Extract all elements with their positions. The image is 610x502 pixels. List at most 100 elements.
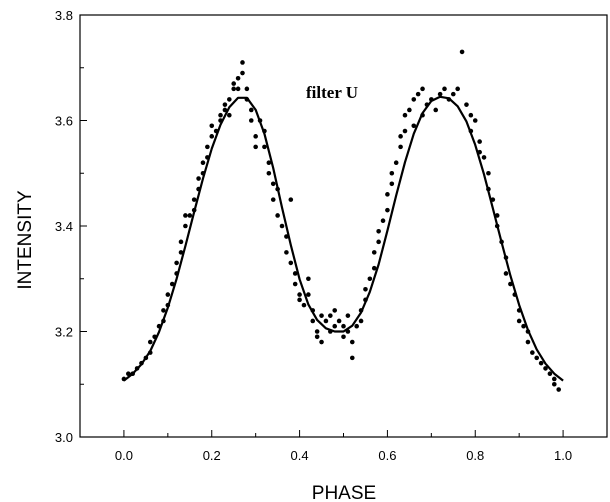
data-point bbox=[455, 86, 460, 92]
axis-ticks bbox=[79, 14, 608, 438]
data-point bbox=[284, 250, 289, 255]
data-point bbox=[363, 287, 368, 292]
data-point bbox=[349, 355, 355, 361]
data-point bbox=[178, 250, 184, 255]
data-point bbox=[306, 276, 311, 282]
filter-annotation: filter U bbox=[306, 83, 358, 102]
data-point bbox=[521, 323, 526, 329]
data-point bbox=[266, 170, 272, 176]
data-point bbox=[266, 160, 272, 165]
data-point bbox=[437, 91, 443, 97]
data-point bbox=[323, 318, 329, 324]
data-point bbox=[332, 308, 338, 313]
data-point bbox=[218, 112, 223, 118]
data-point bbox=[332, 323, 338, 329]
data-point bbox=[306, 292, 311, 297]
data-point bbox=[393, 160, 399, 165]
data-point bbox=[178, 239, 184, 245]
data-point bbox=[543, 366, 548, 371]
data-point bbox=[336, 318, 342, 324]
data-point bbox=[420, 86, 425, 92]
data-point bbox=[433, 107, 439, 113]
data-point bbox=[376, 228, 381, 234]
data-point bbox=[450, 91, 456, 97]
data-point bbox=[389, 170, 395, 176]
data-point bbox=[319, 313, 324, 318]
data-point bbox=[165, 292, 171, 297]
x-tick-label: 1.0 bbox=[554, 448, 572, 463]
data-point bbox=[341, 323, 346, 329]
data-point bbox=[415, 91, 421, 97]
data-point bbox=[183, 213, 188, 218]
data-point bbox=[402, 112, 408, 118]
data-point bbox=[253, 144, 258, 150]
data-point bbox=[349, 339, 355, 345]
data-point bbox=[534, 355, 540, 361]
data-point bbox=[297, 297, 302, 303]
data-point bbox=[464, 102, 469, 107]
data-point bbox=[235, 76, 241, 81]
data-point bbox=[187, 213, 193, 218]
data-point bbox=[270, 181, 276, 187]
data-point bbox=[345, 313, 351, 318]
data-point bbox=[552, 381, 557, 387]
data-point bbox=[376, 239, 381, 245]
data-point bbox=[227, 97, 232, 102]
data-point bbox=[161, 308, 166, 313]
y-tick-label: 3.2 bbox=[55, 325, 73, 340]
y-tick-label: 3.0 bbox=[55, 430, 73, 445]
data-point bbox=[552, 376, 557, 382]
data-point bbox=[200, 160, 206, 165]
data-point bbox=[358, 318, 364, 324]
data-point bbox=[227, 112, 232, 118]
data-point bbox=[279, 223, 285, 229]
data-point bbox=[191, 197, 197, 202]
data-point bbox=[389, 181, 395, 187]
data-point bbox=[367, 276, 373, 282]
data-point bbox=[328, 313, 333, 318]
data-point bbox=[380, 218, 386, 224]
x-axis-label: PHASE bbox=[312, 483, 376, 502]
data-point bbox=[222, 102, 228, 107]
data-point bbox=[402, 128, 408, 134]
x-tick-label: 0.4 bbox=[291, 448, 309, 463]
data-point bbox=[209, 123, 215, 129]
data-point bbox=[292, 281, 298, 287]
data-point bbox=[468, 112, 474, 118]
data-point bbox=[244, 86, 250, 92]
data-point bbox=[547, 371, 553, 377]
y-tick-label: 3.6 bbox=[55, 114, 73, 129]
data-point bbox=[516, 318, 522, 324]
data-point bbox=[398, 134, 403, 139]
data-point bbox=[209, 134, 215, 139]
x-tick-label: 0.0 bbox=[115, 448, 133, 463]
data-point bbox=[385, 192, 390, 197]
data-point bbox=[341, 334, 346, 340]
data-point bbox=[297, 292, 302, 297]
data-point bbox=[459, 49, 465, 55]
data-point bbox=[288, 260, 294, 266]
data-point bbox=[398, 144, 403, 150]
data-point bbox=[240, 70, 245, 76]
data-point bbox=[262, 144, 267, 150]
data-point bbox=[538, 360, 544, 366]
data-point bbox=[477, 139, 482, 144]
data-point bbox=[231, 81, 237, 86]
data-point bbox=[301, 302, 307, 308]
data-point bbox=[196, 176, 201, 181]
data-point bbox=[411, 97, 417, 102]
data-point bbox=[292, 271, 298, 276]
data-point bbox=[442, 86, 447, 92]
data-point bbox=[275, 213, 280, 218]
data-point bbox=[314, 334, 320, 340]
data-point bbox=[525, 339, 531, 345]
data-point bbox=[503, 271, 509, 276]
data-point bbox=[310, 318, 316, 324]
data-point bbox=[248, 118, 254, 123]
x-tick-label: 0.6 bbox=[378, 448, 396, 463]
data-point bbox=[183, 223, 188, 229]
data-point bbox=[231, 86, 237, 92]
fit-curve-group bbox=[123, 95, 564, 382]
data-point bbox=[240, 60, 245, 65]
y-axis-label: INTENSITY bbox=[15, 190, 36, 290]
